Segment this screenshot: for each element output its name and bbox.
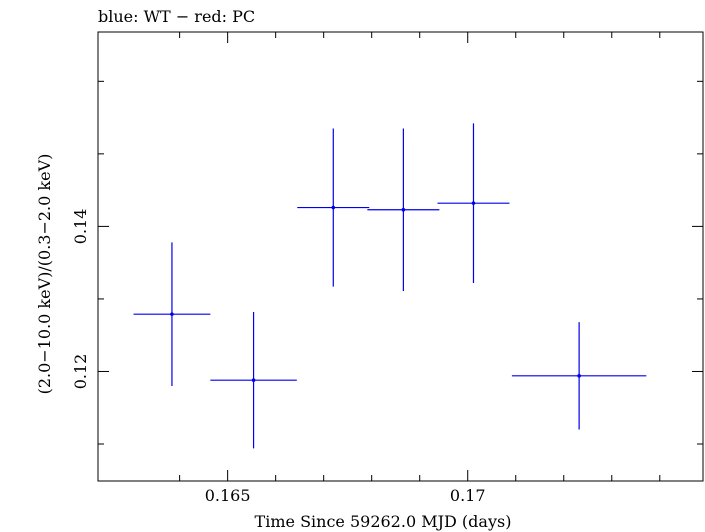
data-points: [133, 123, 647, 449]
data-marker: [401, 207, 406, 212]
data-marker: [170, 312, 174, 316]
chart-title: blue: WT − red: PC: [98, 7, 255, 26]
data-marker: [331, 205, 336, 210]
data-point: [297, 128, 370, 287]
data-point: [437, 123, 510, 283]
data-marker: [577, 374, 581, 378]
data-point: [210, 311, 297, 449]
data-point: [511, 322, 647, 430]
data-point: [133, 242, 211, 386]
y-axis-label: (2.0−10.0 keV)/(0.3−2.0 keV): [35, 154, 54, 395]
x-tick-label: 0.17: [450, 486, 486, 505]
data-marker: [251, 378, 256, 382]
axis-tick-labels: 0.165 0.17 0.12 0.14: [71, 209, 486, 505]
plot-frame: [97, 31, 704, 482]
data-marker: [471, 201, 476, 205]
axis-ticks: [98, 32, 703, 481]
x-tick-label: 0.165: [205, 486, 251, 505]
data-point: [367, 128, 440, 291]
y-tick-label: 0.14: [71, 209, 90, 245]
y-tick-label: 0.12: [71, 354, 90, 390]
x-axis-label: Time Since 59262.0 MJD (days): [255, 512, 512, 531]
